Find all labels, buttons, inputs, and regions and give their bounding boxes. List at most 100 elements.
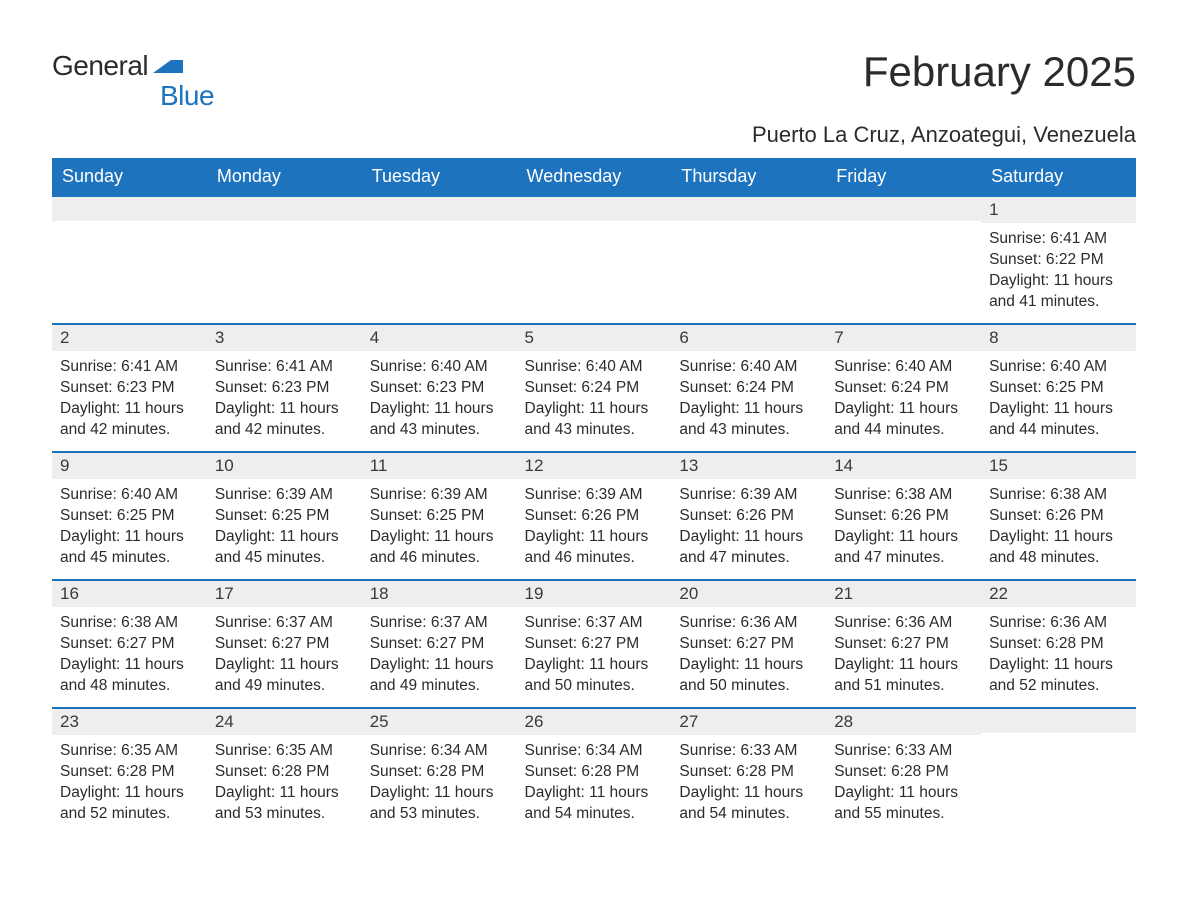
daylight-text: Daylight: 11 hours and 47 minutes.	[679, 527, 818, 569]
day-data: Sunrise: 6:40 AMSunset: 6:24 PMDaylight:…	[671, 351, 826, 449]
sunrise-text: Sunrise: 6:40 AM	[60, 485, 199, 506]
calendar-cell: 1Sunrise: 6:41 AMSunset: 6:22 PMDaylight…	[981, 195, 1136, 323]
day-number: 22	[981, 579, 1136, 607]
sunset-text: Sunset: 6:27 PM	[370, 634, 509, 655]
sunrise-text: Sunrise: 6:40 AM	[834, 357, 973, 378]
daylight-text: Daylight: 11 hours and 44 minutes.	[989, 399, 1128, 441]
calendar-cell: 8Sunrise: 6:40 AMSunset: 6:25 PMDaylight…	[981, 323, 1136, 451]
daylight-text: Daylight: 11 hours and 53 minutes.	[370, 783, 509, 825]
day-number	[826, 195, 981, 221]
calendar-cell: 15Sunrise: 6:38 AMSunset: 6:26 PMDayligh…	[981, 451, 1136, 579]
sunset-text: Sunset: 6:27 PM	[525, 634, 664, 655]
daylight-text: Daylight: 11 hours and 54 minutes.	[525, 783, 664, 825]
day-data: Sunrise: 6:33 AMSunset: 6:28 PMDaylight:…	[826, 735, 981, 833]
day-number: 8	[981, 323, 1136, 351]
day-number: 21	[826, 579, 981, 607]
day-data: Sunrise: 6:38 AMSunset: 6:26 PMDaylight:…	[826, 479, 981, 577]
calendar-cell: 11Sunrise: 6:39 AMSunset: 6:25 PMDayligh…	[362, 451, 517, 579]
weekday-tuesday: Tuesday	[362, 158, 517, 195]
sunset-text: Sunset: 6:26 PM	[525, 506, 664, 527]
daylight-text: Daylight: 11 hours and 47 minutes.	[834, 527, 973, 569]
daylight-text: Daylight: 11 hours and 42 minutes.	[215, 399, 354, 441]
sunset-text: Sunset: 6:23 PM	[215, 378, 354, 399]
sunrise-text: Sunrise: 6:36 AM	[679, 613, 818, 634]
day-data: Sunrise: 6:41 AMSunset: 6:23 PMDaylight:…	[52, 351, 207, 449]
day-data: Sunrise: 6:37 AMSunset: 6:27 PMDaylight:…	[207, 607, 362, 705]
calendar-cell: 9Sunrise: 6:40 AMSunset: 6:25 PMDaylight…	[52, 451, 207, 579]
day-data: Sunrise: 6:40 AMSunset: 6:24 PMDaylight:…	[826, 351, 981, 449]
day-number: 7	[826, 323, 981, 351]
calendar-week-row: 16Sunrise: 6:38 AMSunset: 6:27 PMDayligh…	[52, 579, 1136, 707]
weekday-header-row: Sunday Monday Tuesday Wednesday Thursday…	[52, 158, 1136, 195]
weekday-wednesday: Wednesday	[517, 158, 672, 195]
daylight-text: Daylight: 11 hours and 51 minutes.	[834, 655, 973, 697]
day-number	[207, 195, 362, 221]
day-data: Sunrise: 6:33 AMSunset: 6:28 PMDaylight:…	[671, 735, 826, 833]
daylight-text: Daylight: 11 hours and 43 minutes.	[525, 399, 664, 441]
day-number: 13	[671, 451, 826, 479]
day-number: 5	[517, 323, 672, 351]
calendar-table: Sunday Monday Tuesday Wednesday Thursday…	[52, 158, 1136, 835]
calendar-cell	[981, 707, 1136, 835]
day-data: Sunrise: 6:40 AMSunset: 6:24 PMDaylight:…	[517, 351, 672, 449]
sunset-text: Sunset: 6:24 PM	[834, 378, 973, 399]
day-number: 26	[517, 707, 672, 735]
daylight-text: Daylight: 11 hours and 45 minutes.	[215, 527, 354, 569]
calendar-cell: 21Sunrise: 6:36 AMSunset: 6:27 PMDayligh…	[826, 579, 981, 707]
day-number: 2	[52, 323, 207, 351]
logo: General	[52, 50, 185, 82]
calendar-cell: 18Sunrise: 6:37 AMSunset: 6:27 PMDayligh…	[362, 579, 517, 707]
day-number: 6	[671, 323, 826, 351]
sunset-text: Sunset: 6:27 PM	[679, 634, 818, 655]
day-number	[52, 195, 207, 221]
day-data: Sunrise: 6:37 AMSunset: 6:27 PMDaylight:…	[362, 607, 517, 705]
daylight-text: Daylight: 11 hours and 48 minutes.	[60, 655, 199, 697]
day-number: 18	[362, 579, 517, 607]
calendar-cell: 14Sunrise: 6:38 AMSunset: 6:26 PMDayligh…	[826, 451, 981, 579]
day-data: Sunrise: 6:38 AMSunset: 6:26 PMDaylight:…	[981, 479, 1136, 577]
sunrise-text: Sunrise: 6:37 AM	[525, 613, 664, 634]
sunset-text: Sunset: 6:28 PM	[989, 634, 1128, 655]
daylight-text: Daylight: 11 hours and 46 minutes.	[525, 527, 664, 569]
sunset-text: Sunset: 6:26 PM	[679, 506, 818, 527]
day-data: Sunrise: 6:39 AMSunset: 6:26 PMDaylight:…	[517, 479, 672, 577]
calendar-cell	[52, 195, 207, 323]
logo-text-2: Blue	[160, 80, 214, 112]
day-data: Sunrise: 6:34 AMSunset: 6:28 PMDaylight:…	[517, 735, 672, 833]
sunset-text: Sunset: 6:28 PM	[215, 762, 354, 783]
sunset-text: Sunset: 6:28 PM	[679, 762, 818, 783]
daylight-text: Daylight: 11 hours and 42 minutes.	[60, 399, 199, 441]
day-data: Sunrise: 6:41 AMSunset: 6:23 PMDaylight:…	[207, 351, 362, 449]
sunset-text: Sunset: 6:28 PM	[834, 762, 973, 783]
day-data: Sunrise: 6:41 AMSunset: 6:22 PMDaylight:…	[981, 223, 1136, 321]
sunrise-text: Sunrise: 6:38 AM	[989, 485, 1128, 506]
calendar-cell: 7Sunrise: 6:40 AMSunset: 6:24 PMDaylight…	[826, 323, 981, 451]
day-number: 11	[362, 451, 517, 479]
daylight-text: Daylight: 11 hours and 55 minutes.	[834, 783, 973, 825]
calendar-cell: 24Sunrise: 6:35 AMSunset: 6:28 PMDayligh…	[207, 707, 362, 835]
day-number: 23	[52, 707, 207, 735]
day-number: 25	[362, 707, 517, 735]
daylight-text: Daylight: 11 hours and 54 minutes.	[679, 783, 818, 825]
weekday-sunday: Sunday	[52, 158, 207, 195]
calendar-cell	[362, 195, 517, 323]
sunrise-text: Sunrise: 6:40 AM	[679, 357, 818, 378]
sunrise-text: Sunrise: 6:33 AM	[679, 741, 818, 762]
calendar-cell: 27Sunrise: 6:33 AMSunset: 6:28 PMDayligh…	[671, 707, 826, 835]
sunrise-text: Sunrise: 6:37 AM	[215, 613, 354, 634]
day-data: Sunrise: 6:39 AMSunset: 6:25 PMDaylight:…	[362, 479, 517, 577]
daylight-text: Daylight: 11 hours and 50 minutes.	[525, 655, 664, 697]
sunrise-text: Sunrise: 6:33 AM	[834, 741, 973, 762]
day-number: 10	[207, 451, 362, 479]
day-number: 9	[52, 451, 207, 479]
daylight-text: Daylight: 11 hours and 52 minutes.	[989, 655, 1128, 697]
calendar-cell: 26Sunrise: 6:34 AMSunset: 6:28 PMDayligh…	[517, 707, 672, 835]
calendar-cell: 25Sunrise: 6:34 AMSunset: 6:28 PMDayligh…	[362, 707, 517, 835]
sunrise-text: Sunrise: 6:38 AM	[60, 613, 199, 634]
day-data: Sunrise: 6:40 AMSunset: 6:25 PMDaylight:…	[981, 351, 1136, 449]
sunset-text: Sunset: 6:25 PM	[370, 506, 509, 527]
sunrise-text: Sunrise: 6:35 AM	[215, 741, 354, 762]
day-number: 4	[362, 323, 517, 351]
day-number: 14	[826, 451, 981, 479]
daylight-text: Daylight: 11 hours and 46 minutes.	[370, 527, 509, 569]
